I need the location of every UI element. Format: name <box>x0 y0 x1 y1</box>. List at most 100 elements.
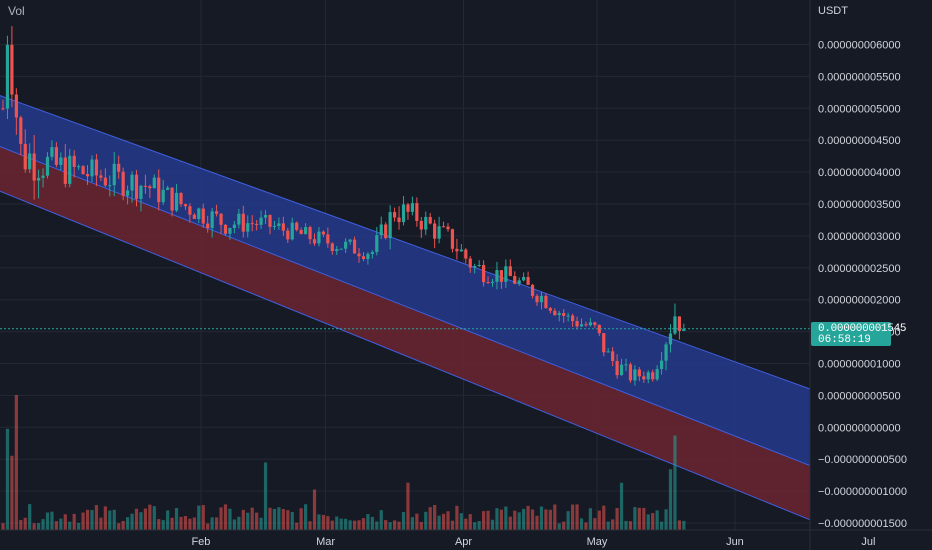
candle-body <box>464 249 468 259</box>
candle-body <box>161 189 165 203</box>
candle-body <box>495 270 499 282</box>
channel-middle-line[interactable] <box>0 146 811 467</box>
candle-body <box>477 265 481 267</box>
volume-bar <box>473 522 477 530</box>
candle-body <box>246 223 250 232</box>
volume-bar <box>72 513 76 530</box>
volume-bar <box>32 523 36 530</box>
volume-bar <box>468 514 472 530</box>
volume-bar <box>268 507 272 530</box>
candle-body <box>482 265 486 283</box>
candle-body <box>108 185 112 187</box>
volume-bar <box>126 517 130 530</box>
candle-body <box>50 147 54 157</box>
volume-bar <box>646 514 650 530</box>
channel-upper-line[interactable] <box>0 95 811 390</box>
candle-body <box>312 239 317 244</box>
price-axis[interactable] <box>810 0 932 550</box>
volume-bar <box>406 482 410 530</box>
candle-body <box>473 266 477 268</box>
volume-bar <box>557 523 561 530</box>
volume-bar <box>415 513 419 530</box>
volume-bar <box>651 513 655 530</box>
x-tick-label: Jun <box>726 536 744 548</box>
volume-bar <box>352 520 357 530</box>
volume-bar <box>664 509 668 530</box>
candle-body <box>628 364 633 381</box>
y-tick-label: 0.000000003500 <box>818 199 901 211</box>
candle-body <box>117 163 121 172</box>
volume-bar <box>619 482 624 530</box>
volume-bar <box>63 514 67 530</box>
candle-body <box>223 224 228 234</box>
volume-bar <box>633 507 637 530</box>
candle-body <box>259 217 263 225</box>
candle-body <box>468 258 472 268</box>
volume-bar <box>637 507 641 530</box>
candle-body <box>72 155 76 167</box>
candle-body <box>54 147 58 165</box>
candle-body <box>486 282 490 284</box>
candle-body <box>90 159 94 177</box>
candle-body <box>210 211 214 229</box>
volume-bar <box>179 516 183 530</box>
volume-bar <box>228 508 232 530</box>
candle-body <box>183 204 188 207</box>
volume-bar <box>166 510 170 530</box>
candle-body <box>197 208 201 220</box>
volume-bar <box>655 510 659 530</box>
candle-body <box>308 227 312 240</box>
candle-body <box>668 333 673 345</box>
candle-body <box>143 185 147 187</box>
currency-label: USDT <box>818 5 848 17</box>
volume-bar <box>241 509 245 530</box>
volume-bar <box>450 520 455 530</box>
bar-countdown: 06:58:19 <box>818 333 871 346</box>
volume-bar <box>628 521 633 530</box>
candle-body <box>660 360 664 370</box>
volume-bar <box>602 505 606 530</box>
volume-bar <box>361 518 366 530</box>
volume-bar <box>535 515 539 530</box>
candle-body <box>415 203 419 221</box>
volume-bar <box>401 512 406 530</box>
candle-body <box>637 369 641 377</box>
volume-bar <box>419 521 423 530</box>
candle-body <box>321 231 325 235</box>
candle-body <box>579 324 584 327</box>
volume-bar <box>464 518 468 530</box>
candle-body <box>677 316 681 331</box>
candle-body <box>139 185 143 199</box>
candle-body <box>201 208 205 224</box>
time-axis-ticks: Feb Mar Apr May Jun Jul <box>191 536 875 548</box>
volume-bar <box>397 521 401 530</box>
volume-bar <box>246 512 250 530</box>
candle-body <box>219 213 223 225</box>
volume-bar <box>388 522 392 530</box>
candle-body <box>651 372 655 380</box>
volume-bar <box>562 521 566 530</box>
candle-body <box>370 252 374 254</box>
volume-bar <box>117 523 121 530</box>
volume-bar <box>335 516 339 530</box>
candle-body <box>397 217 401 223</box>
volume-bar <box>37 523 41 530</box>
volume-bar <box>183 515 188 530</box>
volume-bar <box>584 522 588 530</box>
candle-body <box>94 159 99 176</box>
candle-body <box>544 295 548 309</box>
volume-bar <box>134 508 139 530</box>
volume-bar <box>197 505 201 530</box>
candle-body <box>357 253 361 257</box>
volume-bar <box>81 512 85 530</box>
candle-body <box>499 270 503 282</box>
candle-body <box>77 166 81 168</box>
candle-body <box>673 316 677 334</box>
volume-bar <box>611 519 615 530</box>
candle-body <box>459 249 463 252</box>
volume-bar <box>50 511 54 530</box>
volume-bar <box>326 516 330 530</box>
volume-bar <box>597 510 601 530</box>
